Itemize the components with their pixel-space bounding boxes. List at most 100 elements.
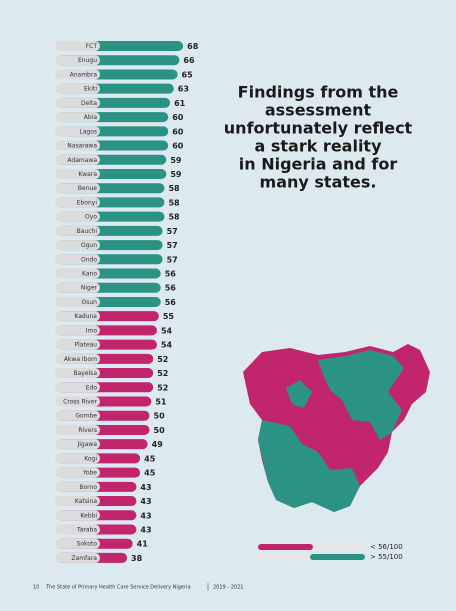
label-pill	[55, 382, 100, 393]
category-label: Bayelsa	[73, 370, 97, 377]
category-label: Bauchi	[77, 228, 98, 235]
value-label: 45	[144, 469, 156, 478]
value-label: 60	[172, 142, 184, 151]
map-region	[258, 420, 360, 512]
headline: assessment	[265, 101, 372, 120]
value-label: 59	[170, 170, 182, 179]
label-pill	[55, 268, 100, 279]
category-label: Ogun	[81, 242, 97, 249]
label-pill	[55, 240, 100, 251]
headline: Findings from the	[238, 83, 399, 102]
headline: a stark reality	[254, 137, 382, 156]
value-label: 56	[165, 284, 177, 293]
label-pill	[55, 168, 100, 179]
category-label: Rivers	[78, 427, 97, 434]
label-pill	[55, 396, 100, 407]
value-label: 65	[182, 70, 194, 79]
value-label: 57	[167, 241, 178, 250]
category-label: Imo	[86, 327, 98, 334]
label-pill	[55, 368, 100, 379]
label-pill	[55, 83, 100, 94]
label-pill	[55, 69, 100, 80]
category-label: Niger	[81, 285, 98, 292]
label-pill	[55, 538, 100, 549]
label-pill	[55, 140, 100, 151]
category-label: Edo	[86, 384, 98, 391]
label-pill	[55, 524, 100, 535]
label-pill	[55, 154, 100, 165]
label-pill	[55, 552, 100, 563]
value-label: 58	[168, 198, 180, 207]
category-label: Cross River	[63, 399, 97, 406]
label-pill	[55, 254, 100, 265]
publication: The State of Primary Health Care Service…	[45, 585, 191, 591]
value-label: 54	[161, 341, 173, 350]
category-label: Ekiti	[84, 86, 97, 93]
category-label: Ondo	[81, 256, 97, 263]
label-pill	[55, 126, 100, 137]
value-label: 58	[168, 184, 180, 193]
category-label: Borno	[79, 484, 97, 491]
value-label: 50	[154, 426, 166, 435]
category-label: Kaduna	[74, 313, 97, 320]
value-label: 57	[167, 255, 178, 264]
label-pill	[55, 197, 100, 208]
nigeria-map	[243, 344, 430, 512]
category-label: Abia	[84, 114, 98, 121]
label-pill	[55, 296, 100, 307]
label-pill	[55, 353, 100, 364]
category-label: Lagos	[79, 128, 97, 135]
category-label: Sokoto	[77, 541, 98, 548]
category-label: Gombe	[75, 413, 97, 420]
value-label: 43	[140, 511, 151, 520]
value-label: 55	[163, 312, 175, 321]
label-pill	[55, 41, 100, 51]
label-pill	[55, 339, 100, 350]
value-label: 68	[187, 42, 199, 51]
category-label: Kano	[82, 271, 97, 278]
category-label: Yobe	[82, 470, 97, 477]
label-pill	[55, 467, 100, 478]
category-label: Akwa Ibom	[64, 356, 97, 363]
value-label: 41	[137, 540, 149, 549]
label-pill	[55, 282, 100, 293]
label-pill	[55, 481, 100, 492]
label-pill	[55, 325, 100, 336]
label-pill	[55, 453, 100, 464]
value-label: 63	[178, 85, 189, 94]
category-label: Plateau	[75, 342, 98, 349]
value-label: 51	[155, 398, 167, 407]
legend-swatch	[258, 544, 313, 550]
category-label: Osun	[82, 299, 98, 306]
value-label: 57	[167, 227, 178, 236]
legend-label: > 55/100	[370, 553, 403, 561]
label-pill	[55, 55, 100, 66]
label-pill	[55, 439, 100, 450]
legend-swatch	[310, 554, 365, 560]
label-pill	[55, 410, 100, 421]
page-number: 10	[33, 585, 39, 591]
category-label: Jigawa	[76, 441, 97, 448]
category-label: Zamfara	[71, 555, 97, 562]
value-label: 38	[131, 554, 143, 563]
label-pill	[55, 496, 100, 507]
label-pill	[55, 311, 100, 322]
value-label: 60	[172, 127, 184, 136]
value-label: 56	[165, 298, 177, 307]
category-label: Katsina	[75, 498, 97, 505]
category-label: Kwara	[78, 171, 97, 178]
value-label: 52	[157, 369, 168, 378]
category-label: Kogi	[84, 455, 97, 462]
label-pill	[55, 510, 100, 521]
legend-label: < 56/100	[370, 543, 403, 551]
headline: in Nigeria and for	[239, 155, 398, 174]
category-label: Anambra	[70, 71, 98, 78]
value-label: 50	[154, 412, 166, 421]
value-label: 54	[161, 326, 173, 335]
headline: unfortunately reflect	[224, 119, 413, 138]
category-label: Nasarawa	[67, 143, 97, 150]
value-label: 49	[152, 440, 164, 449]
value-label: 58	[168, 213, 180, 222]
map-region	[286, 380, 312, 408]
years: 2019 - 2021	[213, 585, 243, 591]
